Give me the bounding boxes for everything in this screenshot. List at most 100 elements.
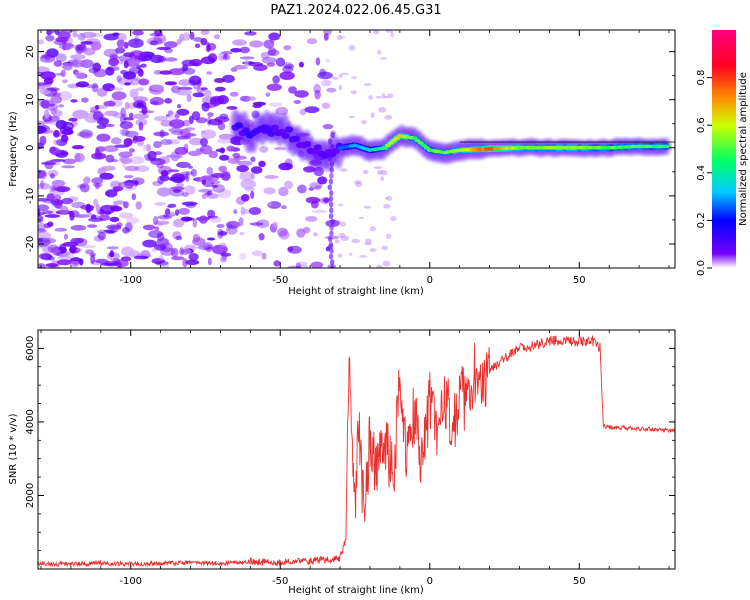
noise-blob — [218, 165, 228, 173]
noise-blob — [323, 33, 329, 41]
noise-blob — [321, 102, 331, 109]
noise-blob — [133, 113, 150, 120]
noise-blob — [264, 175, 279, 179]
noise-blob — [240, 209, 250, 215]
noise-blob — [338, 74, 343, 78]
noise-blob — [123, 175, 134, 179]
noise-blob — [200, 30, 210, 35]
noise-blob — [172, 189, 181, 193]
noise-streak — [327, 155, 333, 162]
noise-blob — [143, 153, 152, 159]
noise-blob — [166, 154, 181, 158]
noise-blob — [155, 261, 169, 266]
noise-blob — [121, 246, 135, 257]
noise-blob — [104, 110, 119, 117]
noise-blob — [312, 209, 328, 214]
noise-blob — [219, 113, 229, 120]
noise-blob — [130, 78, 140, 86]
noise-blob — [379, 57, 388, 60]
noise-blob — [219, 154, 230, 161]
noise-blob — [338, 232, 346, 238]
noise-blob — [226, 220, 240, 229]
noise-blob — [57, 91, 73, 101]
noise-blob — [232, 152, 241, 159]
noise-blob — [96, 229, 111, 234]
noise-blob — [350, 90, 357, 95]
noise-blob — [295, 261, 308, 267]
noise-blob — [154, 226, 160, 231]
noise-blob — [337, 34, 342, 41]
noise-blob — [38, 263, 46, 268]
ridge-body — [267, 130, 276, 137]
noise-blob — [170, 130, 184, 135]
noise-streak — [328, 236, 333, 243]
noise-blob — [284, 180, 293, 190]
noise-blob — [358, 216, 364, 220]
noise-blob — [206, 116, 212, 126]
noise-blob — [378, 106, 387, 113]
noise-blob — [153, 131, 170, 137]
noise-blob — [160, 170, 169, 177]
noise-streak — [329, 172, 334, 179]
noise-blob — [279, 71, 295, 80]
noise-blob — [354, 182, 363, 188]
noise-blob — [390, 216, 397, 222]
noise-blob — [150, 101, 159, 105]
noise-blob — [51, 179, 66, 187]
noise-blob — [288, 86, 297, 94]
noise-blob — [163, 57, 178, 62]
noise-blob — [244, 31, 257, 36]
noise-blob — [124, 165, 140, 172]
noise-blob — [176, 108, 190, 116]
noise-blob — [198, 188, 213, 193]
noise-blob — [363, 83, 372, 87]
noise-blob — [50, 198, 64, 206]
noise-blob — [214, 86, 226, 92]
noise-blob — [295, 262, 302, 268]
noise-blob — [133, 255, 149, 260]
noise-blob — [95, 182, 100, 190]
noise-blob — [75, 81, 89, 88]
noise-blob — [77, 132, 91, 137]
noise-blob — [250, 190, 255, 199]
noise-blob — [385, 30, 393, 33]
noise-blob — [44, 109, 50, 119]
spectrogram-ridge — [230, 108, 675, 268]
noise-blob — [207, 257, 212, 266]
noise-blob — [157, 165, 173, 176]
noise-blob — [296, 228, 306, 238]
noise-blob — [207, 215, 219, 219]
noise-blob — [72, 145, 84, 150]
noise-blob — [167, 169, 180, 173]
noise-blob — [239, 232, 245, 236]
noise-streak — [329, 190, 334, 196]
noise-blob — [294, 90, 309, 98]
noise-blob — [267, 201, 282, 209]
noise-blob — [188, 150, 202, 157]
noise-streak — [327, 149, 333, 156]
noise-blob — [96, 133, 111, 142]
noise-blob — [189, 59, 203, 67]
noise-blob — [109, 250, 114, 258]
noise-blob — [218, 231, 228, 236]
noise-blob — [51, 186, 57, 191]
noise-blob — [58, 104, 64, 108]
noise-blob — [164, 41, 178, 49]
noise-blob — [222, 54, 231, 61]
noise-blob — [160, 138, 173, 146]
noise-blob — [137, 68, 144, 77]
noise-blob — [129, 88, 139, 99]
noise-blob — [369, 248, 377, 252]
noise-blob — [154, 115, 168, 122]
noise-blob — [140, 63, 147, 68]
noise-blob — [118, 151, 133, 158]
noise-blob — [350, 76, 358, 79]
noise-blob — [181, 201, 198, 206]
noise-blob — [373, 30, 380, 35]
noise-blob — [305, 196, 321, 204]
noise-blob — [351, 238, 361, 244]
noise-blob — [72, 32, 78, 38]
noise-blob — [129, 156, 145, 165]
noise-blob — [275, 57, 286, 67]
noise-blob — [176, 161, 191, 168]
